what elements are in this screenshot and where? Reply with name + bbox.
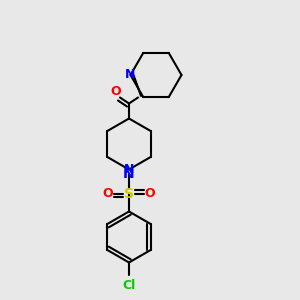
- Text: O: O: [110, 85, 121, 98]
- Text: N: N: [125, 68, 136, 82]
- Text: Cl: Cl: [122, 279, 136, 292]
- Text: S: S: [124, 187, 134, 200]
- Text: N: N: [123, 167, 135, 181]
- Text: N: N: [124, 163, 134, 176]
- Text: O: O: [145, 187, 155, 200]
- Text: O: O: [103, 187, 113, 200]
